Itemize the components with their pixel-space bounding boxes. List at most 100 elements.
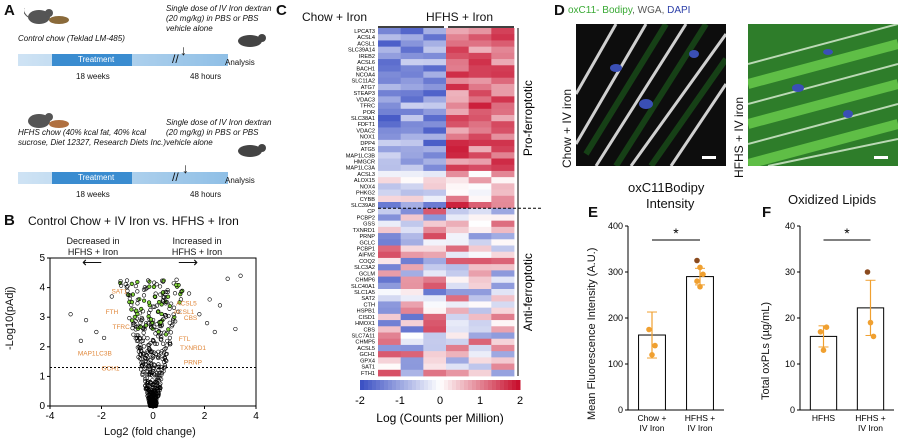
volcano-point [135, 279, 140, 285]
heatmap-cell [468, 52, 492, 60]
hfhs-chow-icon [49, 120, 69, 128]
volcano-point [159, 337, 164, 342]
data-point [700, 271, 706, 278]
volcano-point [141, 287, 147, 292]
heatmap-gene-label: TXNRD1 [353, 228, 375, 234]
heatmap-gene-label: CBS [363, 327, 375, 333]
significance-star: * [844, 225, 850, 241]
heatmap-cell [491, 295, 515, 302]
heatmap-cell [468, 289, 492, 296]
heatmap-cell [400, 115, 424, 122]
data-point [649, 352, 655, 358]
heatmap-cell [491, 152, 515, 159]
heatmap-gene-label: CP [367, 209, 375, 215]
volcano-point [127, 316, 132, 321]
color-scale-segment [368, 380, 373, 390]
volcano-point [147, 397, 153, 403]
heatmap-cell [491, 332, 515, 340]
volcano-point [162, 355, 167, 360]
hfhs-break: // [172, 170, 179, 184]
color-scale-segment [480, 380, 485, 390]
heatmap-cell [491, 158, 515, 166]
heatmap-cell [423, 177, 447, 184]
heatmap-cell [491, 65, 515, 72]
color-scale-segment [452, 380, 457, 390]
heatmap-cell [491, 257, 515, 265]
volcano-point [177, 300, 182, 305]
heatmap-gene-label: CHMP6 [355, 278, 375, 284]
heatmap-cell [400, 133, 424, 141]
volcano-point [152, 341, 158, 346]
volcano-point [156, 329, 161, 334]
volcano-point [132, 314, 137, 320]
heatmap-cell [423, 214, 447, 222]
heatmap-cell [446, 264, 470, 271]
heatmap-cell [446, 133, 470, 141]
heatmap-cell [423, 133, 447, 141]
heatmap-gene-label: TFRC [360, 104, 375, 110]
heatmap-cell [378, 52, 402, 60]
volcano-point [163, 289, 168, 295]
volcano-point [129, 300, 135, 305]
heatmap-cell [400, 245, 424, 253]
data-point [697, 264, 703, 271]
volcano-plot: -4 -2 0 2 4 0 1 2 3 4 5 SAT1 ACSL5 FTH TFRC CBS FTL MAP1L… [39, 254, 259, 422]
heatmap-cell [378, 133, 402, 141]
heatmap-cell [400, 295, 424, 302]
heatmap-cell [491, 177, 515, 184]
heatmap-cell [400, 102, 424, 110]
volcano-point [148, 341, 153, 346]
heatmap-cell [400, 202, 424, 209]
color-scale-segment [376, 380, 381, 390]
heatmap-gene-label: SLC1A5 [354, 290, 375, 296]
heatmap-gene-label: IREB2 [359, 54, 375, 60]
panel-f-letter: F [762, 204, 772, 221]
heatmap-gene-label: HMOX1 [355, 321, 375, 327]
heatmap-cell [491, 77, 515, 85]
heatmap-cell [400, 189, 424, 197]
heatmap-cell [468, 83, 492, 91]
color-scale-segment [516, 380, 521, 390]
data-point [697, 283, 703, 290]
heatmap-cell [423, 77, 447, 85]
heatmap-cell [446, 239, 470, 246]
heatmap-cell [468, 34, 492, 41]
volcano-point [141, 335, 147, 340]
heatmap-cell [446, 121, 470, 128]
volcano-point [148, 372, 153, 378]
heatmap-cell [400, 183, 424, 190]
heatmap-cell [378, 158, 402, 166]
hfhs-weeks: 18 weeks [76, 190, 110, 199]
volcano-point [150, 355, 155, 360]
category-label: Chow + [637, 413, 666, 423]
volcano-point [139, 306, 144, 312]
heatmap-gene-label: SLC39A8 [351, 203, 375, 209]
category-label: IV Iron [639, 423, 664, 433]
heatmap-gene-label: GSS [363, 222, 375, 228]
volcano-point [147, 371, 152, 376]
volcano-point [164, 358, 169, 363]
volcano-point [139, 364, 145, 369]
mouse-icon-hfhs-right [238, 144, 266, 157]
color-scale-title: Log (Counts per Million) [376, 411, 503, 425]
category-label: IV Iron [687, 423, 712, 433]
volcano-point [143, 323, 149, 328]
heatmap-gene-label: CTH [364, 302, 376, 308]
heatmap-cell [446, 90, 470, 97]
heatmap-cell [468, 320, 492, 327]
heatmap-cell [400, 239, 424, 246]
volcano-point [133, 336, 138, 341]
volcano-point [152, 324, 157, 329]
volcano-point [139, 315, 144, 321]
heatmap-cell [400, 158, 424, 166]
volcano-point [154, 322, 159, 327]
heatmap-cell [423, 40, 447, 48]
heatmap-cell [378, 152, 402, 159]
heatmap-gene-label: GCLM [359, 271, 376, 277]
volcano-point [124, 278, 130, 283]
control-weeks: 18 weeks [76, 72, 110, 81]
heatmap-cell [446, 146, 470, 153]
volcano-point [150, 337, 156, 343]
volcano-point [167, 303, 172, 309]
heatmap-cell [468, 357, 492, 364]
